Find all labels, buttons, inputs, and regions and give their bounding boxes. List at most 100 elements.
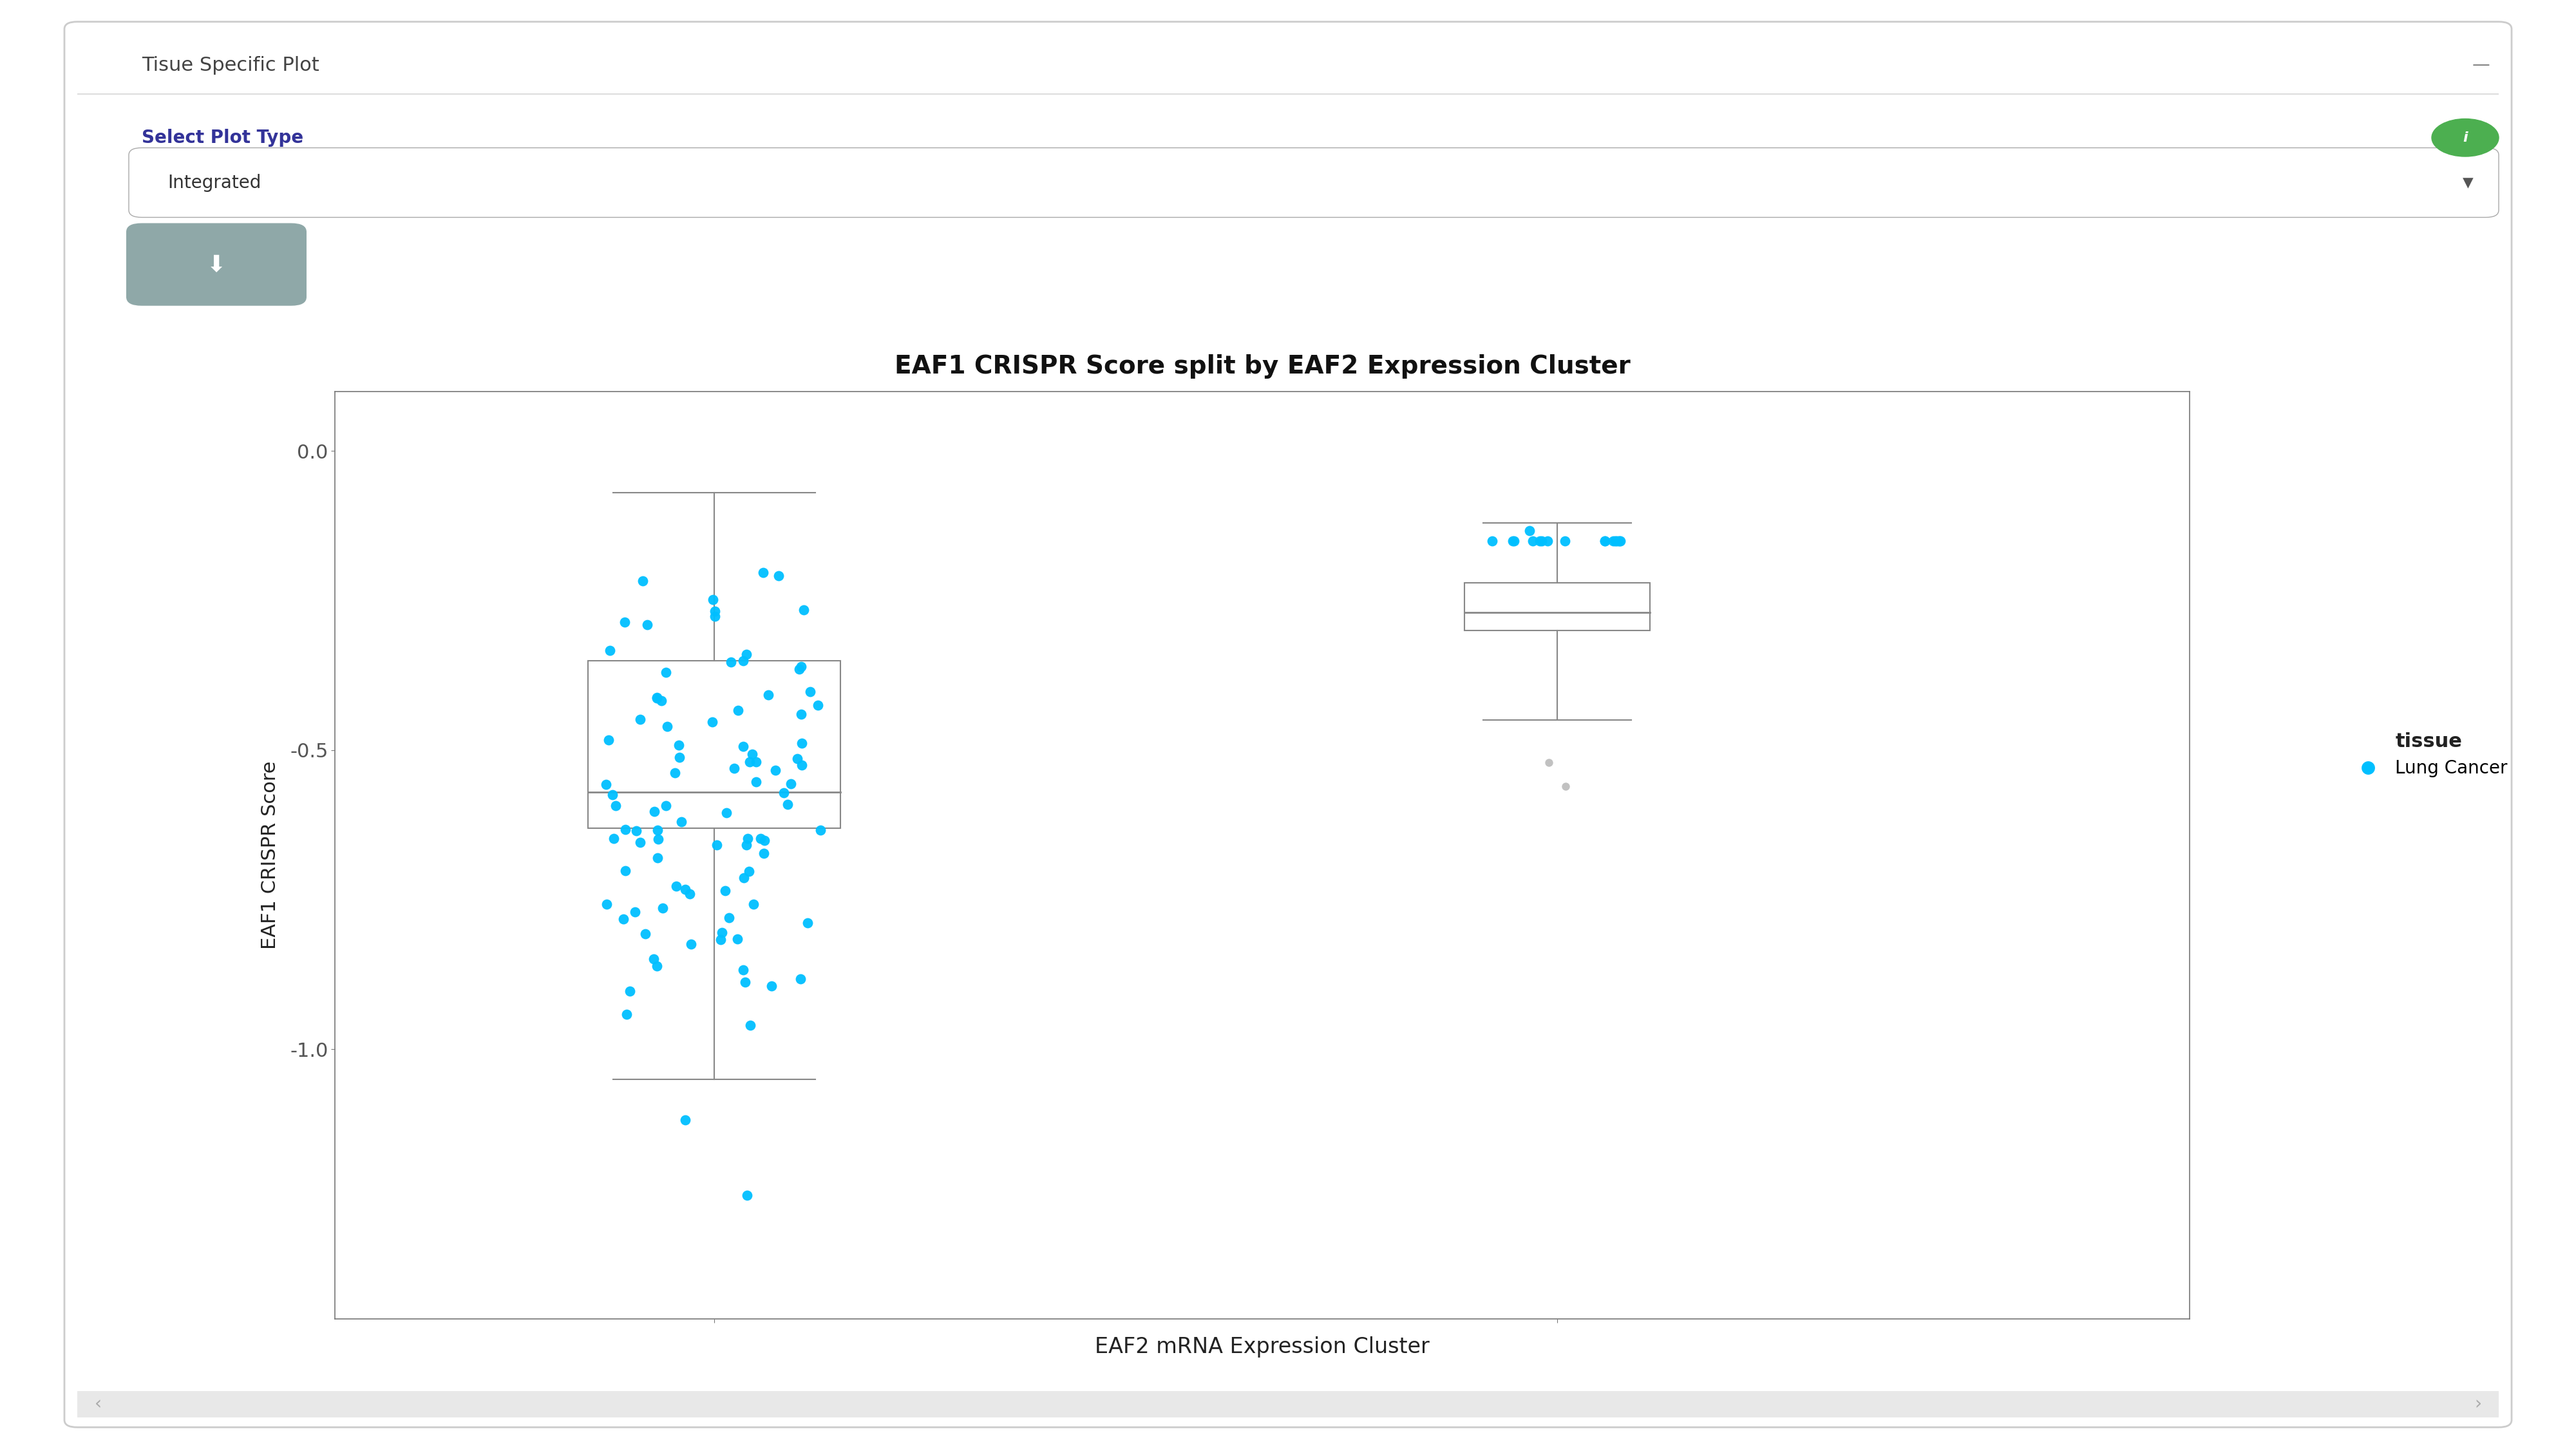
- Point: [1528, 751, 1569, 774]
- Point: [714, 756, 755, 780]
- Point: [654, 875, 696, 898]
- Y-axis label: EAF1 CRISPR Score: EAF1 CRISPR Score: [260, 761, 278, 949]
- Point: [781, 703, 822, 726]
- Point: [737, 769, 778, 793]
- Point: [636, 827, 677, 851]
- Point: [634, 948, 675, 971]
- Point: [1592, 529, 1633, 552]
- Point: [623, 569, 665, 593]
- Point: [781, 966, 822, 990]
- Point: [1584, 529, 1625, 552]
- Text: ›: ›: [2476, 1395, 2481, 1413]
- Point: [1522, 529, 1564, 552]
- Point: [711, 651, 752, 674]
- Point: [1546, 529, 1587, 552]
- Point: [726, 827, 768, 851]
- Point: [1510, 519, 1551, 542]
- Point: [708, 906, 750, 929]
- Point: [693, 588, 734, 611]
- X-axis label: EAF2 mRNA Expression Cluster: EAF2 mRNA Expression Cluster: [1095, 1336, 1430, 1358]
- Text: Select Plot Type: Select Plot Type: [142, 129, 304, 146]
- Point: [696, 833, 737, 856]
- Point: [693, 600, 734, 623]
- Point: [585, 772, 626, 796]
- Point: [670, 882, 711, 906]
- Point: [726, 642, 768, 665]
- Point: [636, 685, 677, 709]
- Point: [641, 897, 683, 920]
- Point: [729, 1013, 770, 1036]
- Point: [739, 827, 781, 851]
- Point: [636, 687, 677, 710]
- Point: [587, 893, 629, 916]
- Point: [703, 880, 744, 903]
- Point: [647, 661, 688, 684]
- Point: [742, 561, 783, 584]
- Bar: [77, 1391, 2499, 1417]
- Legend: Lung Cancer: Lung Cancer: [2344, 724, 2514, 785]
- Point: [757, 564, 799, 587]
- Point: [634, 800, 675, 823]
- Point: [724, 958, 765, 981]
- Point: [781, 655, 822, 678]
- Point: [641, 690, 683, 713]
- Point: [587, 727, 629, 751]
- Point: [626, 613, 667, 636]
- Point: [732, 742, 773, 765]
- Point: [719, 698, 760, 722]
- Point: [1546, 775, 1587, 798]
- Point: [729, 859, 770, 882]
- Point: [670, 932, 711, 955]
- Text: —: —: [2473, 57, 2488, 74]
- Point: [1600, 529, 1641, 552]
- Point: [636, 819, 677, 842]
- Point: [770, 772, 811, 796]
- Point: [644, 794, 685, 817]
- Point: [744, 829, 786, 852]
- Point: [636, 955, 677, 978]
- Point: [592, 827, 634, 851]
- Point: [1471, 529, 1512, 552]
- Point: [721, 649, 762, 672]
- Point: [654, 761, 696, 784]
- Point: [724, 735, 765, 758]
- Point: [706, 801, 747, 824]
- FancyBboxPatch shape: [129, 148, 2499, 217]
- Point: [605, 859, 647, 882]
- Bar: [1466, 582, 1651, 630]
- Point: [1584, 529, 1625, 552]
- Point: [603, 907, 644, 930]
- Text: ⬇: ⬇: [206, 254, 227, 277]
- Point: [696, 604, 737, 627]
- Point: [726, 833, 768, 856]
- Point: [724, 971, 765, 994]
- Point: [1597, 529, 1638, 552]
- Point: [747, 682, 788, 706]
- Point: [781, 753, 822, 777]
- Point: [608, 980, 649, 1003]
- Point: [659, 810, 701, 833]
- Point: [690, 710, 732, 733]
- Point: [1600, 529, 1641, 552]
- Point: [788, 680, 829, 703]
- Point: [701, 920, 742, 943]
- Point: [1494, 529, 1535, 552]
- Point: [781, 732, 822, 755]
- Point: [1512, 529, 1553, 552]
- FancyBboxPatch shape: [126, 223, 307, 306]
- Point: [1528, 529, 1569, 552]
- Point: [618, 709, 659, 732]
- Point: [778, 658, 819, 681]
- Point: [1595, 529, 1636, 552]
- Point: [732, 893, 773, 916]
- Point: [647, 714, 688, 738]
- Point: [1597, 529, 1638, 552]
- Circle shape: [2432, 119, 2499, 156]
- Point: [665, 1108, 706, 1132]
- Point: [618, 830, 659, 853]
- Point: [592, 784, 634, 807]
- Text: i: i: [2463, 132, 2468, 143]
- Text: ‹: ‹: [95, 1395, 100, 1413]
- Point: [762, 781, 804, 804]
- FancyBboxPatch shape: [64, 22, 2512, 1427]
